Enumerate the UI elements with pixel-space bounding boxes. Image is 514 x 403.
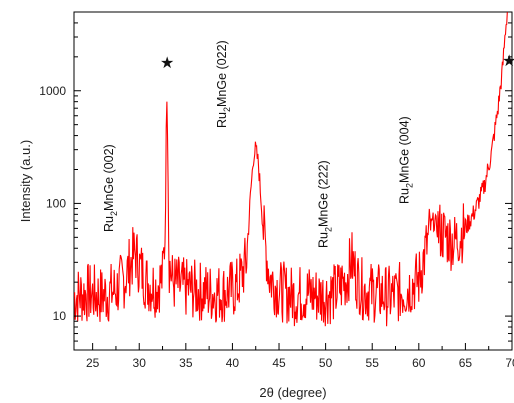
plot-frame	[73, 11, 513, 351]
x-axis-ticks: 25 30 35 40 45 50 55 60 65 70	[86, 343, 514, 370]
x-tick-label: 30	[133, 356, 147, 370]
y-axis-ticks: 10 100 1000	[39, 11, 512, 351]
peak-label: Ru2MnGe (022)	[215, 40, 232, 128]
x-tick-label: 55	[366, 356, 380, 370]
star-marker: ★	[160, 55, 174, 72]
peak-annotations: Ru2MnGe (002) Ru2MnGe (022) Ru2MnGe (222) R…	[102, 40, 414, 248]
x-tick-label: 40	[226, 356, 240, 370]
y-tick-label: 10	[53, 309, 67, 323]
peak-label: Ru2MnGe (222)	[316, 160, 333, 248]
peak-label: Ru2MnGe (002)	[102, 144, 119, 232]
y-axis-label: Intensity (a.u.)	[18, 140, 33, 222]
peak-label: Ru2MnGe (004)	[398, 116, 415, 204]
x-tick-label: 50	[319, 356, 333, 370]
star-marker: ★	[502, 53, 514, 70]
x-tick-label: 70	[505, 356, 514, 370]
x-tick-label: 60	[412, 356, 426, 370]
x-axis-label: 2θ (degree)	[259, 385, 326, 400]
x-tick-label: 65	[459, 356, 473, 370]
plot-area	[73, 11, 513, 351]
x-tick-label: 45	[272, 356, 286, 370]
x-tick-label: 35	[179, 356, 193, 370]
y-tick-label: 1000	[39, 84, 66, 98]
y-tick-label: 100	[46, 196, 66, 210]
x-tick-label: 25	[86, 356, 100, 370]
star-markers: ★ ★	[160, 53, 514, 72]
series-line	[74, 12, 508, 327]
